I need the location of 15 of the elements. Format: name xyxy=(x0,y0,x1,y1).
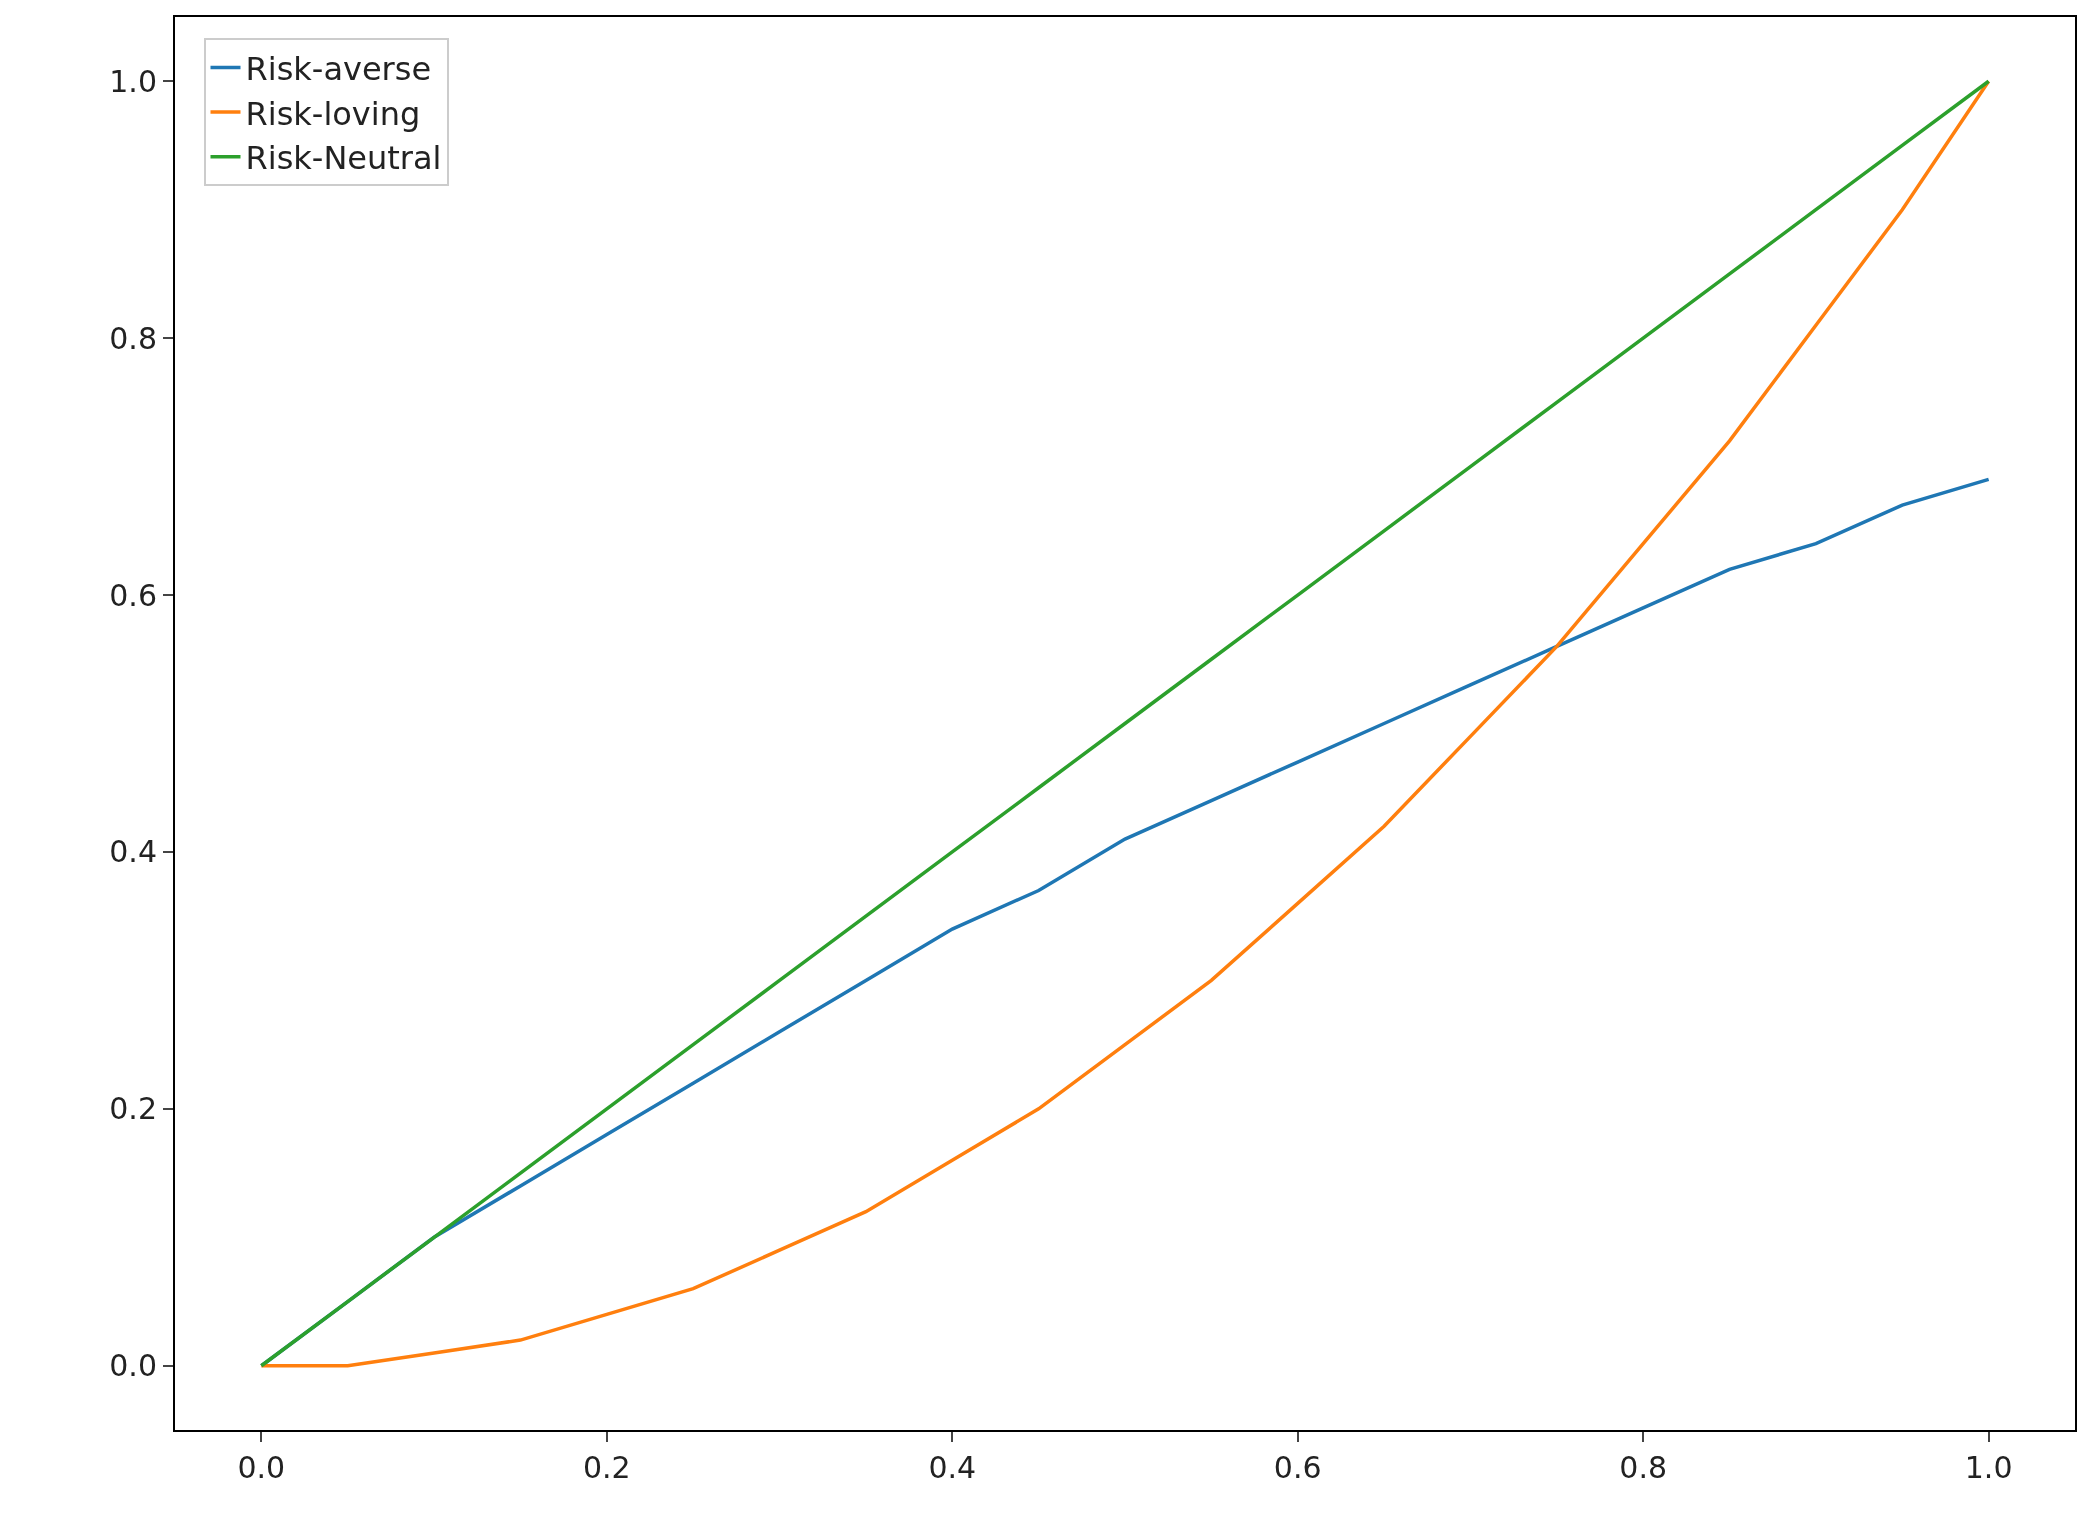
y-tick-label: 0.2 xyxy=(109,1091,157,1127)
y-tick-label: 0.6 xyxy=(109,577,157,613)
y-tick-label: 0.8 xyxy=(109,320,157,356)
x-tick-label: 0.6 xyxy=(1273,1450,1322,1485)
x-tick-label: 1.0 xyxy=(1964,1450,2013,1485)
y-tick-label: 0.0 xyxy=(109,1348,157,1384)
x-tick-label: 0.2 xyxy=(582,1450,631,1485)
x-tick-label: 0.4 xyxy=(928,1450,977,1485)
legend-label: Risk-Neutral xyxy=(245,139,442,178)
y-tick-label: 0.4 xyxy=(109,834,157,870)
legend-label: Risk-averse xyxy=(245,49,432,88)
x-tick-label: 0.8 xyxy=(1619,1450,1668,1485)
legend-label: Risk-loving xyxy=(245,94,421,133)
y-tick-label: 1.0 xyxy=(109,63,157,99)
x-tick-label: 0.0 xyxy=(237,1450,286,1485)
